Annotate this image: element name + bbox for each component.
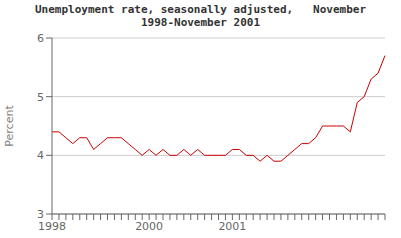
html-text:Unemployment rate, seasonally: Unemployment rate, seasonally adjusted, … (34, 3, 367, 16)
svg-text:4: 4 (37, 149, 44, 162)
html-text:1998-November 2001: 1998-November 2001 (140, 16, 261, 29)
svg-text:6: 6 (37, 32, 44, 45)
svg-text:5: 5 (37, 91, 44, 104)
svg-text:1998: 1998 (38, 220, 66, 233)
svg-text:Percent: Percent (8, 105, 16, 147)
svg-text:3: 3 (37, 208, 44, 221)
svg-text:2001: 2001 (218, 220, 246, 233)
svg-text:2000: 2000 (135, 220, 163, 233)
